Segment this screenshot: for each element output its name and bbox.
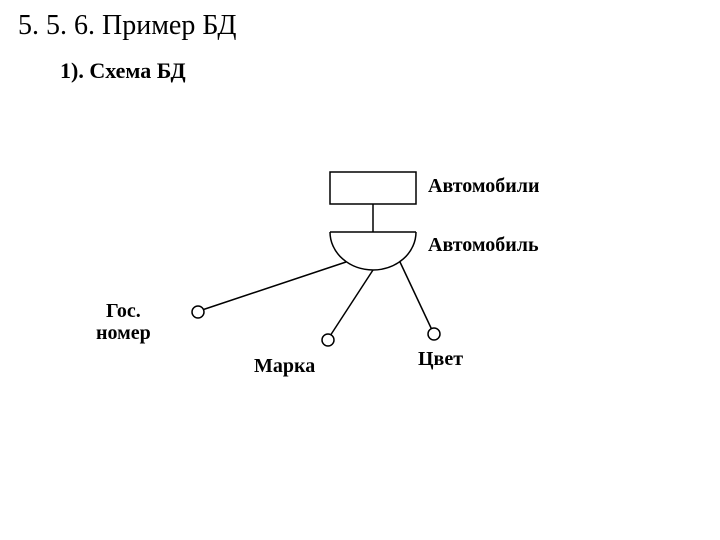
- entity-label: Автомобиль: [428, 234, 539, 257]
- attr-label-2: Цвет: [418, 348, 463, 370]
- db-schema-diagram: [0, 0, 720, 540]
- attr-label-1: Марка: [254, 355, 315, 377]
- attr-label-0: Гос. номер: [96, 300, 151, 344]
- root-label: Автомобили: [428, 175, 540, 198]
